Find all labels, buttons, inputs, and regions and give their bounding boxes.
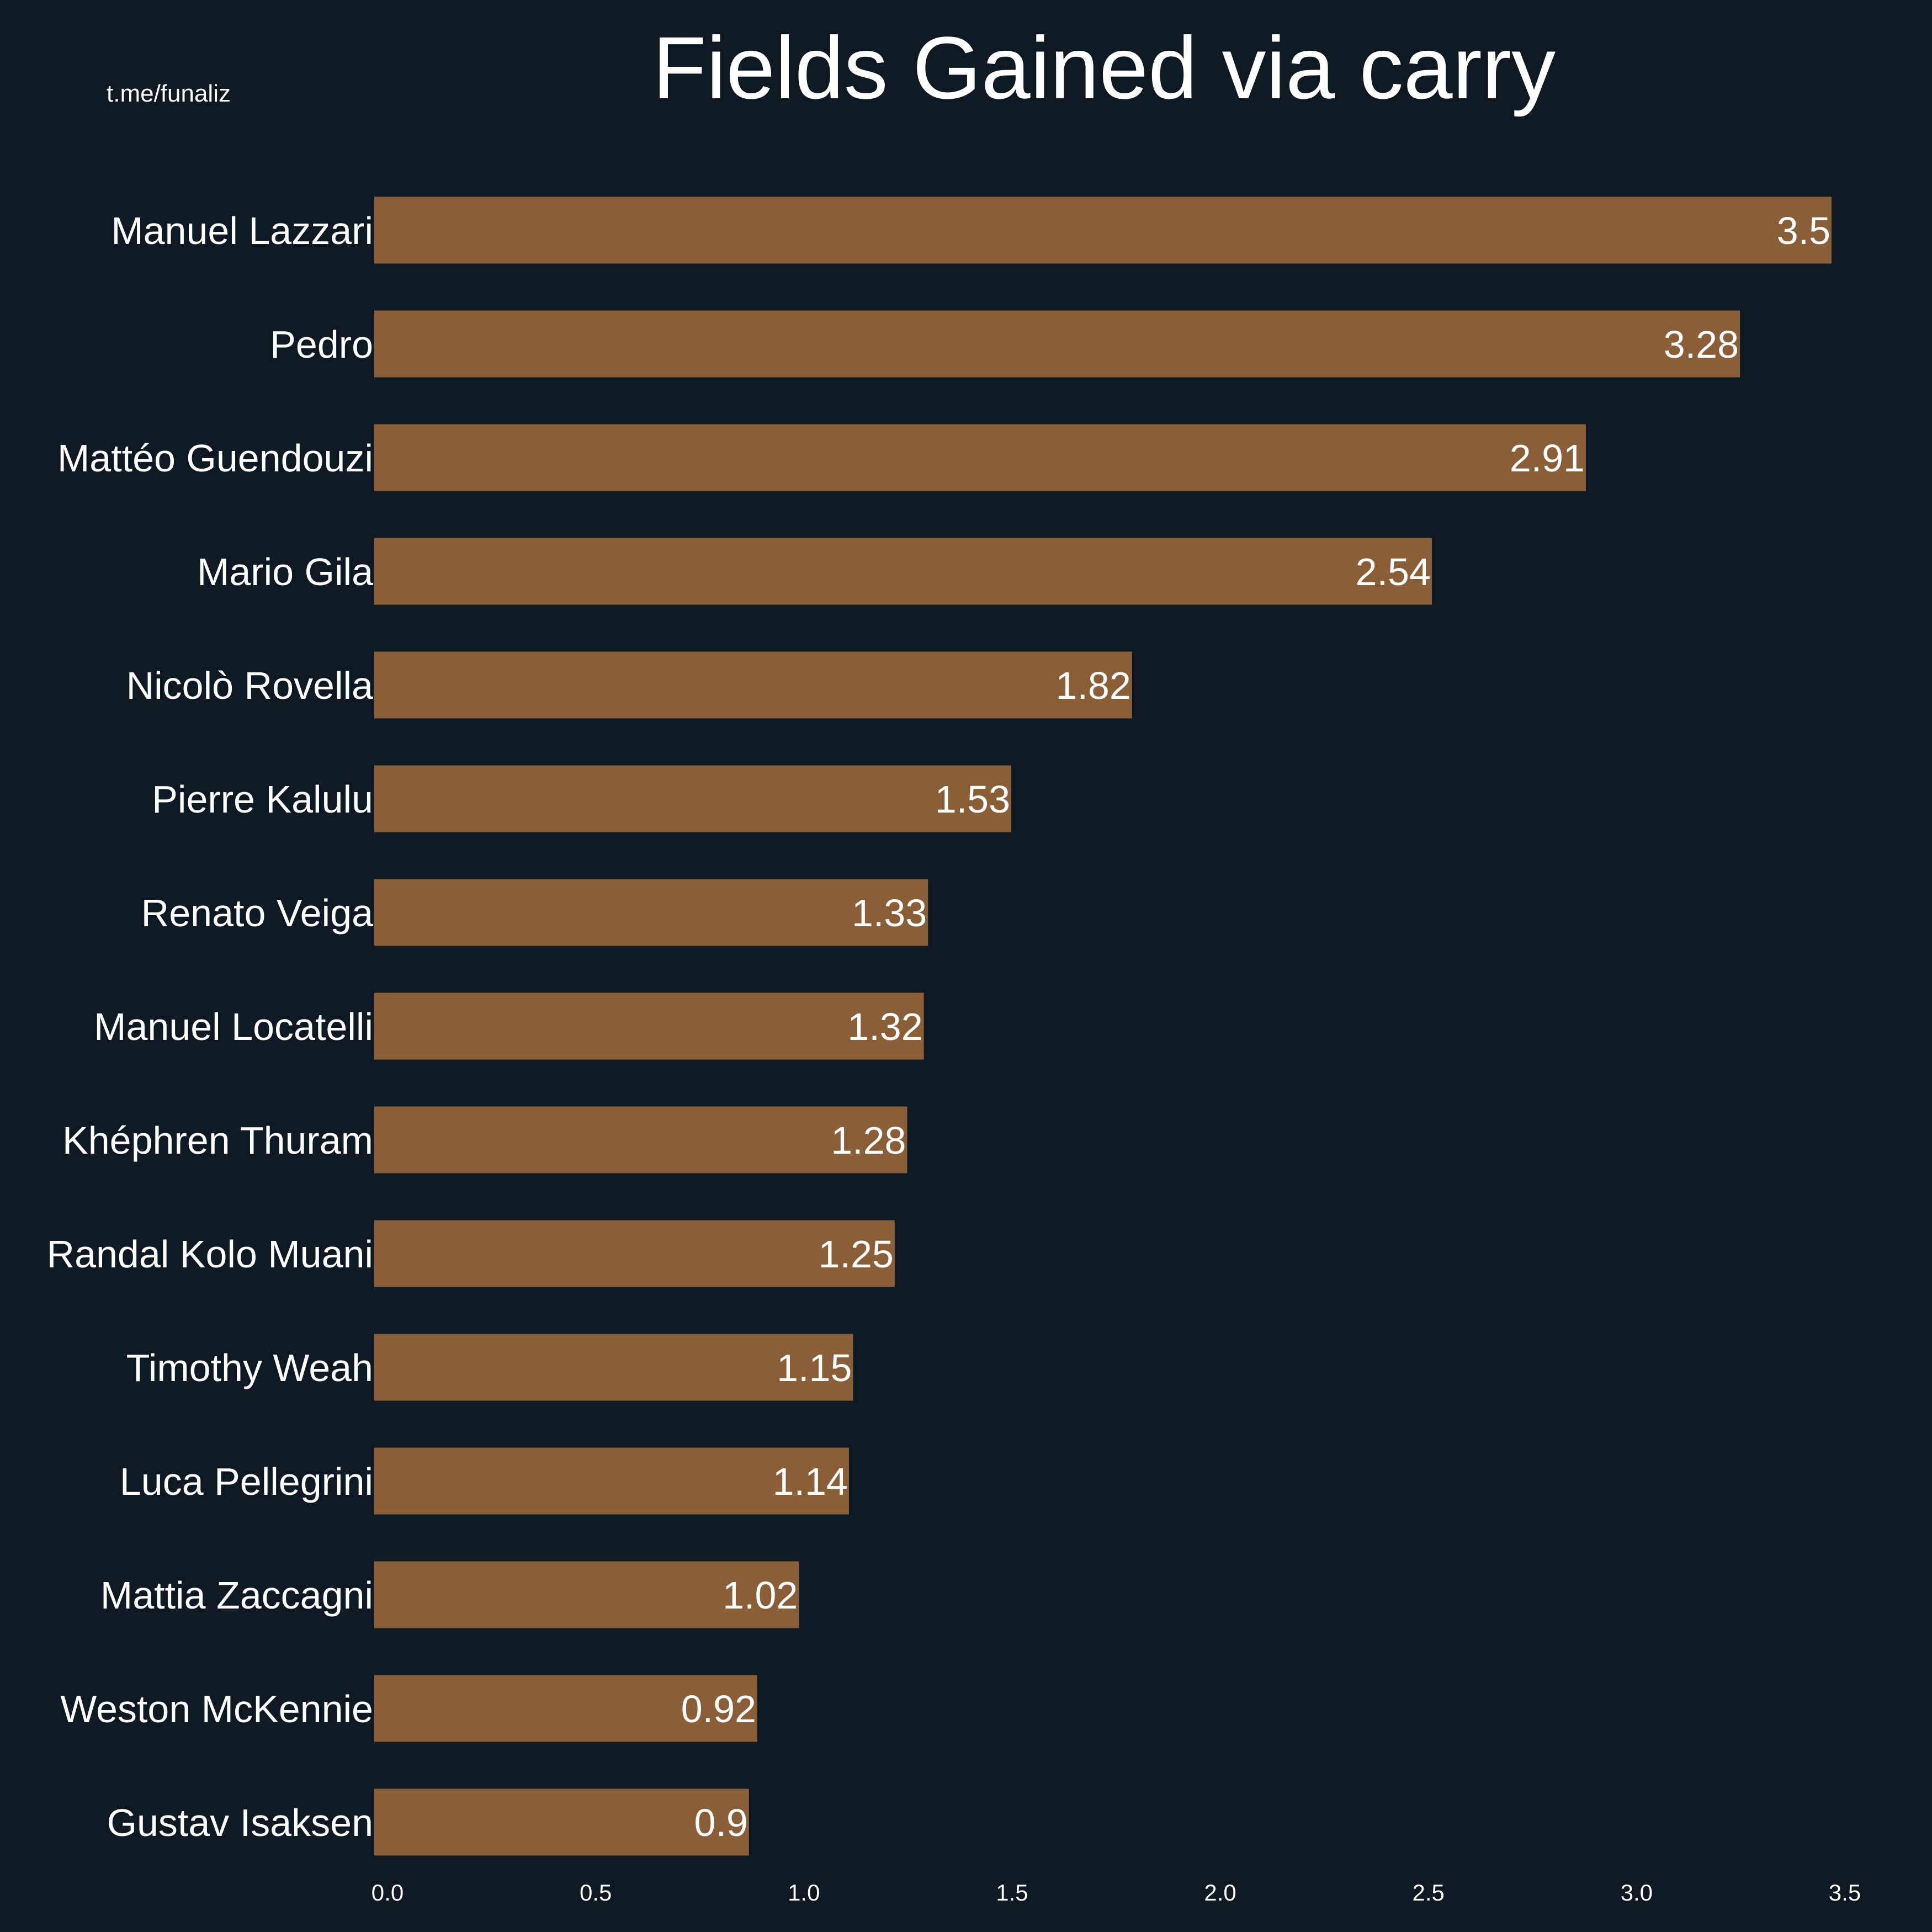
category-label: Timothy Weah [126, 1346, 373, 1389]
value-label: 1.82 [1056, 664, 1131, 707]
value-label: 1.32 [847, 1005, 922, 1048]
x-tick-label: 1.0 [788, 1880, 820, 1906]
bar [374, 197, 1832, 264]
x-tick-label: 2.5 [1413, 1880, 1445, 1906]
bar [374, 1675, 757, 1742]
value-label: 1.14 [773, 1460, 848, 1503]
value-label: 1.33 [852, 891, 927, 935]
bar [374, 1788, 749, 1856]
category-label: Pedro [270, 323, 373, 366]
category-label: Nicolò Rovella [126, 664, 373, 707]
bar [374, 992, 924, 1060]
value-label: 1.15 [777, 1346, 852, 1389]
bar [374, 1106, 907, 1174]
value-label: 1.02 [723, 1574, 798, 1617]
bar [374, 1447, 849, 1515]
bar [374, 879, 928, 946]
category-label: Renato Veiga [141, 891, 373, 935]
x-tick-label: 2.0 [1204, 1880, 1236, 1906]
category-label: Mattia Zaccagni [100, 1574, 373, 1617]
bar [374, 1561, 799, 1628]
value-label: 3.28 [1664, 323, 1739, 366]
category-label: Manuel Locatelli [94, 1005, 373, 1048]
bar [374, 424, 1586, 491]
category-label: Weston McKennie [60, 1687, 373, 1731]
category-label: Mario Gila [197, 550, 373, 593]
value-label: 0.9 [694, 1801, 748, 1844]
bar [374, 310, 1740, 378]
category-label: Mattéo Guendouzi [57, 437, 373, 480]
category-label: Luca Pellegrini [120, 1460, 373, 1503]
bar [374, 538, 1432, 605]
category-label: Gustav Isaksen [107, 1801, 373, 1844]
bar [374, 1334, 853, 1401]
bars-layer: Manuel Lazzari 3.5 Pedro 3.28 Mattéo Guendou… [47, 197, 1832, 1856]
x-axis-ticks: 0.0 0.5 1.0 1.5 2.0 2.5 3.0 3.5 [371, 1880, 1861, 1906]
x-tick-label: 0.5 [580, 1880, 612, 1906]
bar [374, 765, 1012, 832]
category-label: Khéphren Thuram [62, 1119, 373, 1162]
x-tick-label: 0.0 [371, 1880, 404, 1906]
category-label: Pierre Kalulu [152, 778, 373, 821]
x-tick-label: 3.5 [1829, 1880, 1861, 1906]
x-tick-label: 3.0 [1621, 1880, 1653, 1906]
value-label: 1.53 [935, 778, 1010, 821]
category-label: Manuel Lazzari [111, 209, 373, 252]
value-label: 1.25 [819, 1233, 894, 1276]
value-label: 1.28 [831, 1119, 906, 1162]
value-label: 2.91 [1510, 437, 1585, 480]
value-label: 3.5 [1777, 209, 1830, 252]
bar [374, 1220, 895, 1287]
bar [374, 651, 1132, 719]
x-tick-label: 1.5 [996, 1880, 1028, 1906]
chart-title: Fields Gained via carry [652, 18, 1556, 117]
value-label: 2.54 [1356, 550, 1431, 593]
category-label: Randal Kolo Muani [47, 1233, 373, 1276]
source-label: t.me/funaliz [107, 80, 231, 107]
value-label: 0.92 [681, 1687, 756, 1731]
